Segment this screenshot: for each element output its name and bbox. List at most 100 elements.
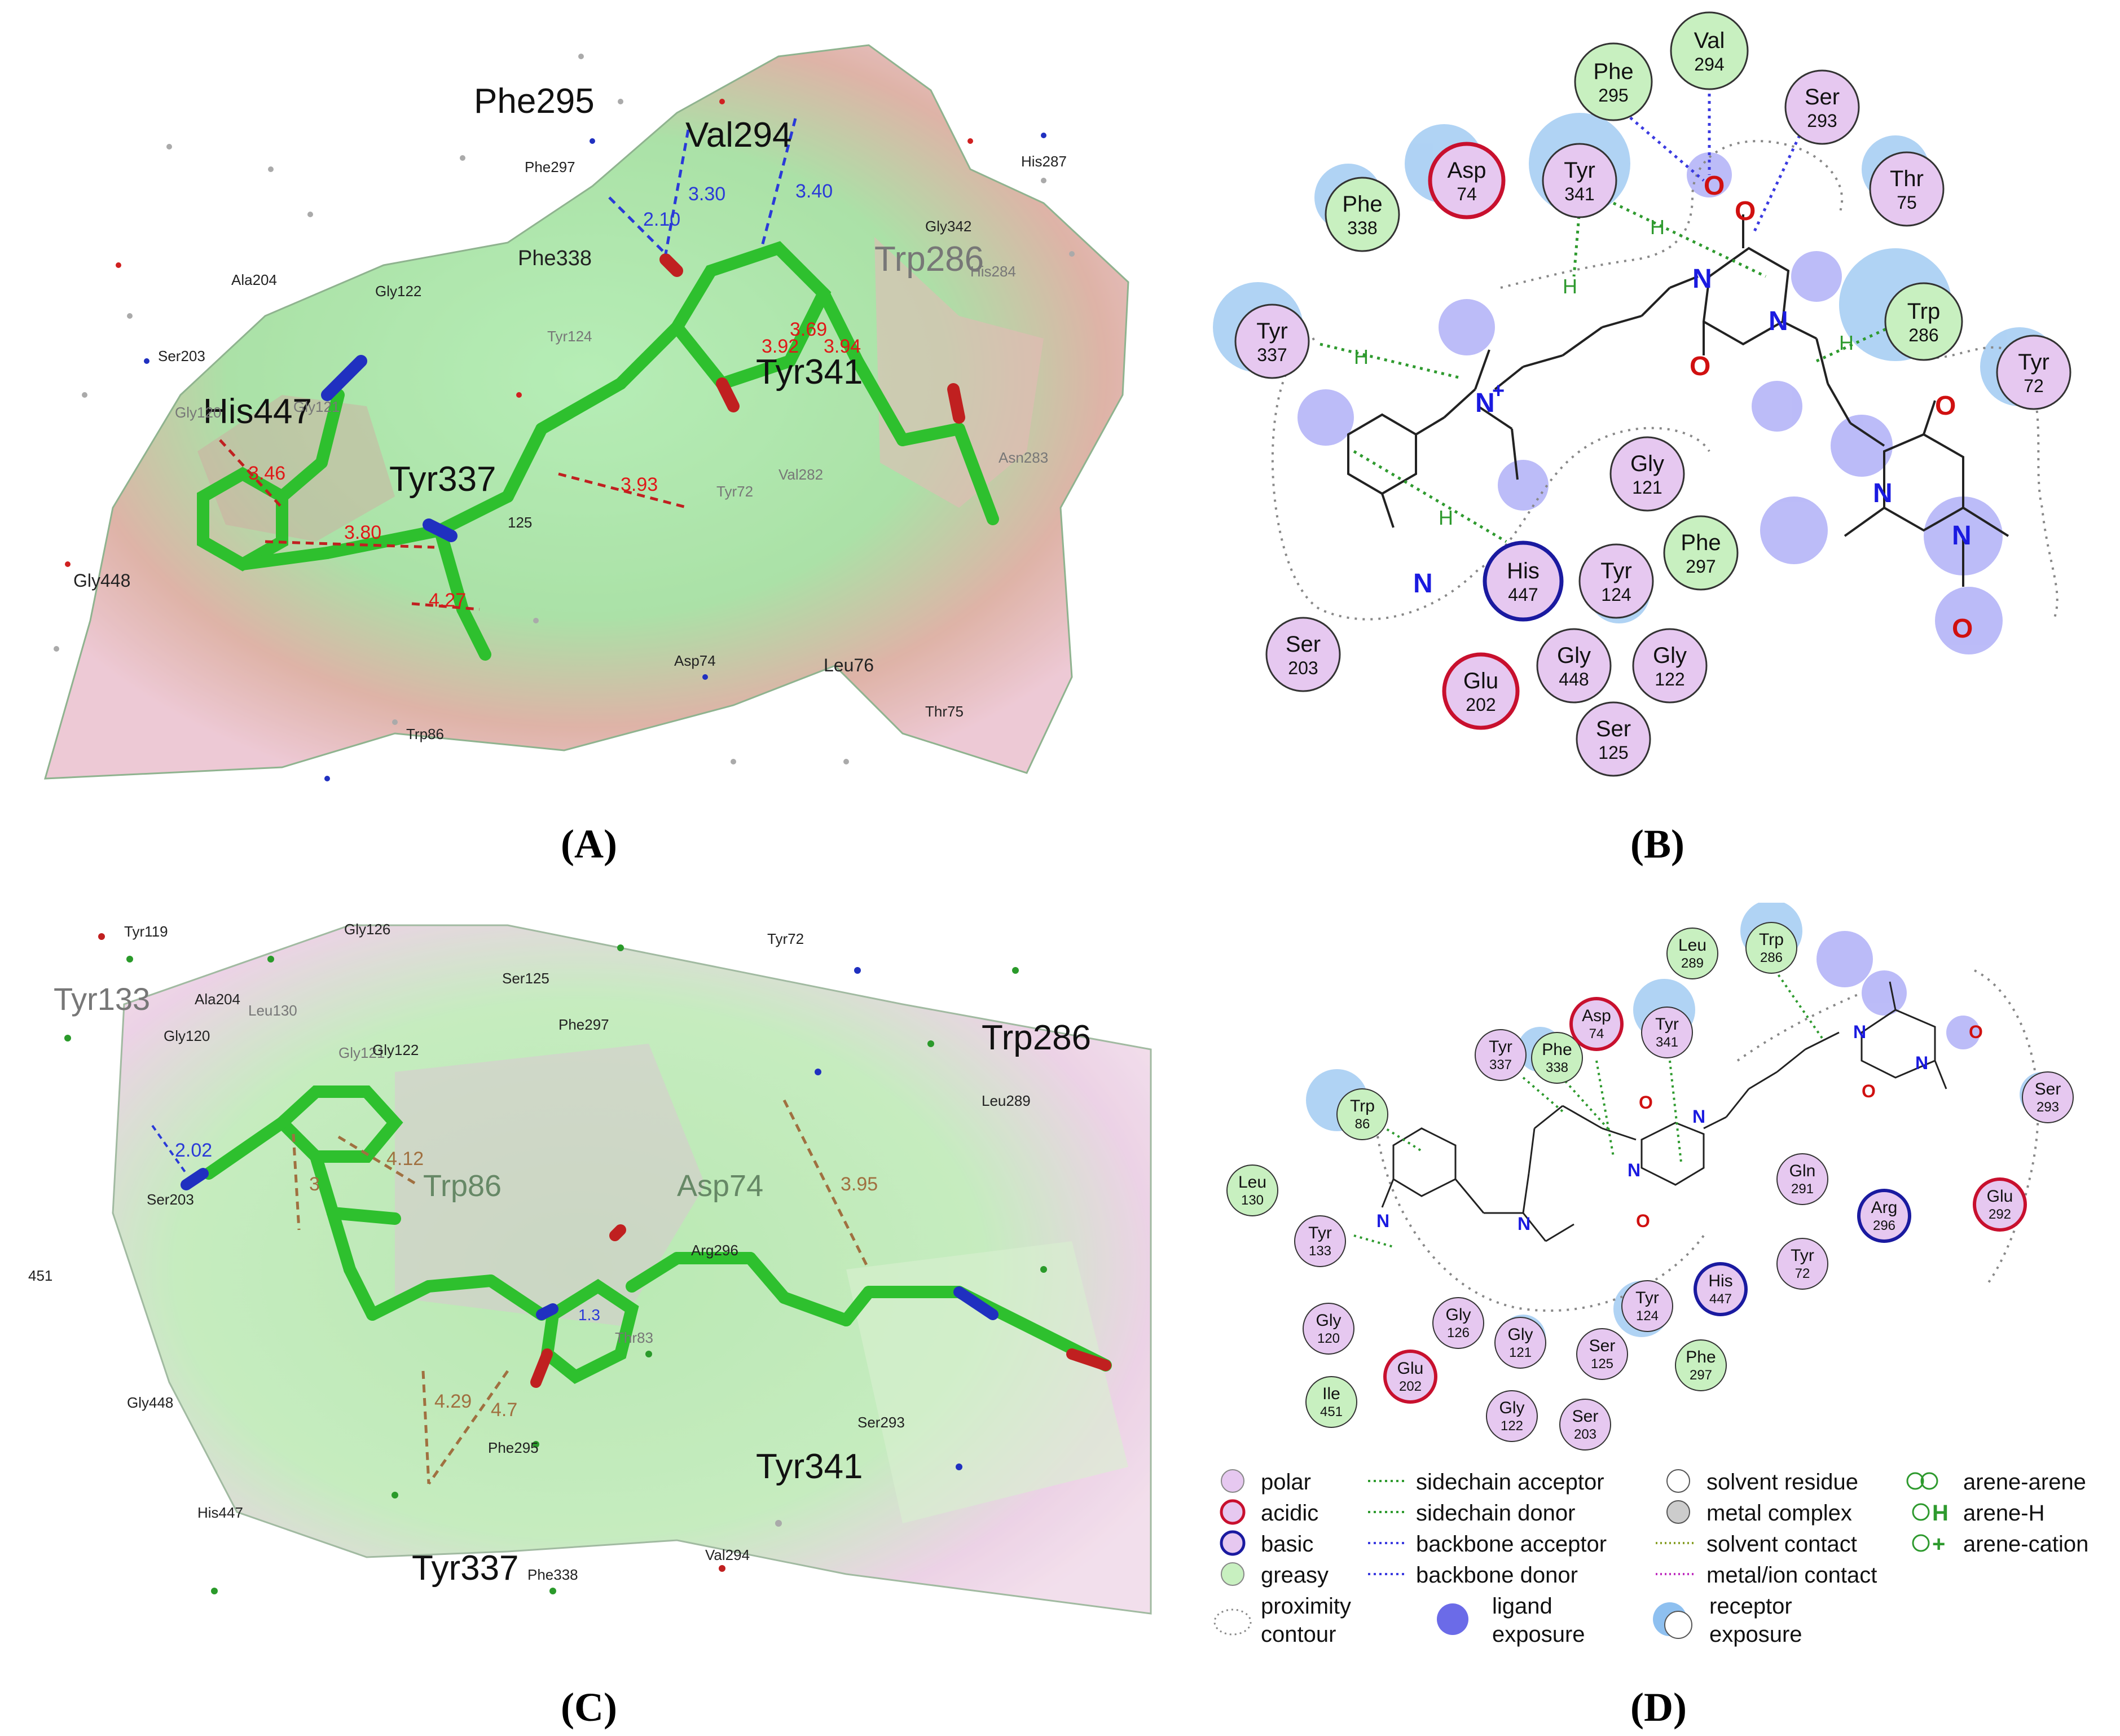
panel-b-interaction-diagram: N + N N N N N O O O O O Phe295 Val294 Se… — [1213, 11, 2071, 777]
panel-a-small-label: Phe338 — [518, 247, 592, 270]
residue-node-ser203: Ser203 — [1265, 617, 1341, 692]
panel-c-small-label: Phe297 — [558, 1016, 609, 1033]
residue-node-gly448: Gly448 — [1536, 628, 1612, 704]
panel-c-small-label: 451 — [28, 1267, 52, 1284]
binding-pocket-surface — [43, 44, 1129, 780]
svg-text:Gly: Gly — [1653, 643, 1687, 668]
panel-c-small-label: Phe295 — [488, 1439, 539, 1456]
svg-text:Tyr: Tyr — [1256, 319, 1288, 344]
panel-a-small-label: Gly342 — [925, 218, 971, 235]
carbonyl-o: O — [1969, 1022, 1983, 1042]
svg-text:Ser: Ser — [2035, 1080, 2061, 1098]
svg-text:447: 447 — [1709, 1291, 1732, 1307]
svg-text:H: H — [1354, 345, 1369, 368]
svg-text:Thr: Thr — [1890, 166, 1924, 191]
svg-text:291: 291 — [1791, 1181, 1814, 1197]
arene-h-markers: H H H H H — [1354, 216, 1854, 529]
distance-label: 4.12 — [386, 1148, 424, 1170]
svg-text:448: 448 — [1559, 669, 1589, 689]
svg-text:124: 124 — [1601, 584, 1631, 605]
svg-text:H: H — [1439, 506, 1453, 529]
residue-node-trp86: Trp 86 — [1336, 1088, 1388, 1140]
panel-a-big-label: Phe295 — [474, 82, 595, 121]
residue-node-gly121: Gly121 — [1609, 436, 1685, 512]
panel-a-big-label: His447 — [203, 392, 312, 431]
uracil-n: N — [1873, 478, 1893, 508]
residue-node-thr75: Thr75 — [1869, 151, 1945, 227]
svg-text:86: 86 — [1355, 1117, 1370, 1132]
svg-text:74: 74 — [1457, 184, 1477, 204]
panel-c-big-label: Trp286 — [982, 1018, 1091, 1057]
panel-label-d: (D) — [1630, 1685, 1687, 1730]
svg-text:120: 120 — [1317, 1331, 1340, 1346]
svg-text:451: 451 — [1320, 1404, 1343, 1419]
svg-text:metal complex: metal complex — [1706, 1501, 1852, 1526]
distance-label: 4.27 — [429, 590, 466, 611]
svg-text:H: H — [1563, 275, 1577, 298]
svg-text:Gly: Gly — [1630, 451, 1664, 476]
residue-node-tyr341: Tyr341 — [1542, 143, 1617, 218]
residue-node-phe295: Phe295 — [1574, 42, 1653, 121]
svg-text:Glu: Glu — [1463, 669, 1498, 693]
svg-text:122: 122 — [1655, 669, 1684, 689]
svg-text:Val: Val — [1694, 28, 1725, 53]
panel-a-3d-render: Phe295 Val294 His447 Tyr337 Tyr341 Trp28… — [43, 44, 1129, 781]
panel-c-small-label: Ser203 — [147, 1191, 194, 1208]
residue-node-val294: Val294 — [1670, 11, 1749, 90]
svg-text:126: 126 — [1447, 1325, 1470, 1341]
carbonyl-o: O — [1636, 1211, 1650, 1231]
svg-text:125: 125 — [1591, 1356, 1613, 1372]
distance-label: 3.80 — [344, 522, 381, 543]
residue-node-ser125: Ser125 — [1576, 701, 1651, 777]
residue-node-his447: His447 — [1483, 540, 1564, 622]
svg-text:solvent residue: solvent residue — [1706, 1470, 1858, 1495]
amine-n: N — [1518, 1214, 1530, 1234]
panel-a-small-label: Leu76 — [824, 655, 874, 675]
svg-text:130: 130 — [1241, 1193, 1264, 1208]
distance-label: 3 — [309, 1174, 320, 1195]
panel-c-small-label: Gly121 — [338, 1044, 385, 1061]
panel-a-small-label: Gly448 — [73, 570, 130, 591]
svg-text:Tyr: Tyr — [1564, 158, 1595, 183]
nitrile-n: N — [1413, 569, 1433, 599]
svg-text:sidechain donor: sidechain donor — [1416, 1501, 1575, 1526]
residue-node-tyr337: Tyr337 — [1234, 304, 1310, 379]
distance-label: 1.3 — [578, 1306, 600, 1324]
ligand-exposure-blobs — [1816, 931, 1980, 1049]
residue-node-tyr124: Tyr124 — [1578, 543, 1654, 619]
residue-node-tyr341: Tyr341 — [1641, 1007, 1693, 1058]
residue-node-tyr124: Tyr124 — [1621, 1280, 1673, 1332]
svg-text:337: 337 — [1257, 345, 1287, 365]
svg-text:arene-arene: arene-arene — [1963, 1470, 2086, 1495]
distance-label: 3.40 — [795, 181, 833, 202]
svg-text:H: H — [1839, 331, 1854, 354]
svg-text:74: 74 — [1589, 1026, 1604, 1041]
ammonium-charge: + — [1492, 379, 1505, 403]
svg-text:Ser: Ser — [1805, 85, 1840, 109]
residue-node-leu130: Leu130 — [1226, 1164, 1278, 1216]
solvent-dots — [54, 54, 1075, 764]
svg-text:acidic: acidic — [1261, 1501, 1318, 1526]
residue-node-ser125: Ser125 — [1576, 1328, 1628, 1380]
carbonyl-o: O — [1639, 1092, 1653, 1113]
distance-label: 3.69 — [790, 319, 827, 340]
uracil-n: N — [1692, 264, 1712, 294]
panel-c-big-label: Tyr133 — [54, 981, 150, 1017]
svg-text:341: 341 — [1656, 1035, 1678, 1050]
distance-label: 2.02 — [175, 1140, 212, 1161]
svg-text:72: 72 — [1795, 1266, 1810, 1281]
carbonyl-o: O — [1704, 171, 1725, 201]
panel-a-small-label: Phe297 — [525, 159, 575, 175]
svg-text:122: 122 — [1501, 1418, 1523, 1434]
svg-text:297: 297 — [1690, 1368, 1712, 1383]
svg-text:arene-H: arene-H — [1963, 1501, 2045, 1526]
panel-a-small-label: Ala204 — [231, 271, 277, 288]
svg-text:H: H — [1932, 1501, 1949, 1526]
svg-text:Ser: Ser — [1286, 632, 1321, 657]
nitrile-n: N — [1376, 1211, 1389, 1231]
svg-text:121: 121 — [1632, 477, 1662, 498]
panel-c-big-label: Tyr337 — [412, 1549, 519, 1588]
